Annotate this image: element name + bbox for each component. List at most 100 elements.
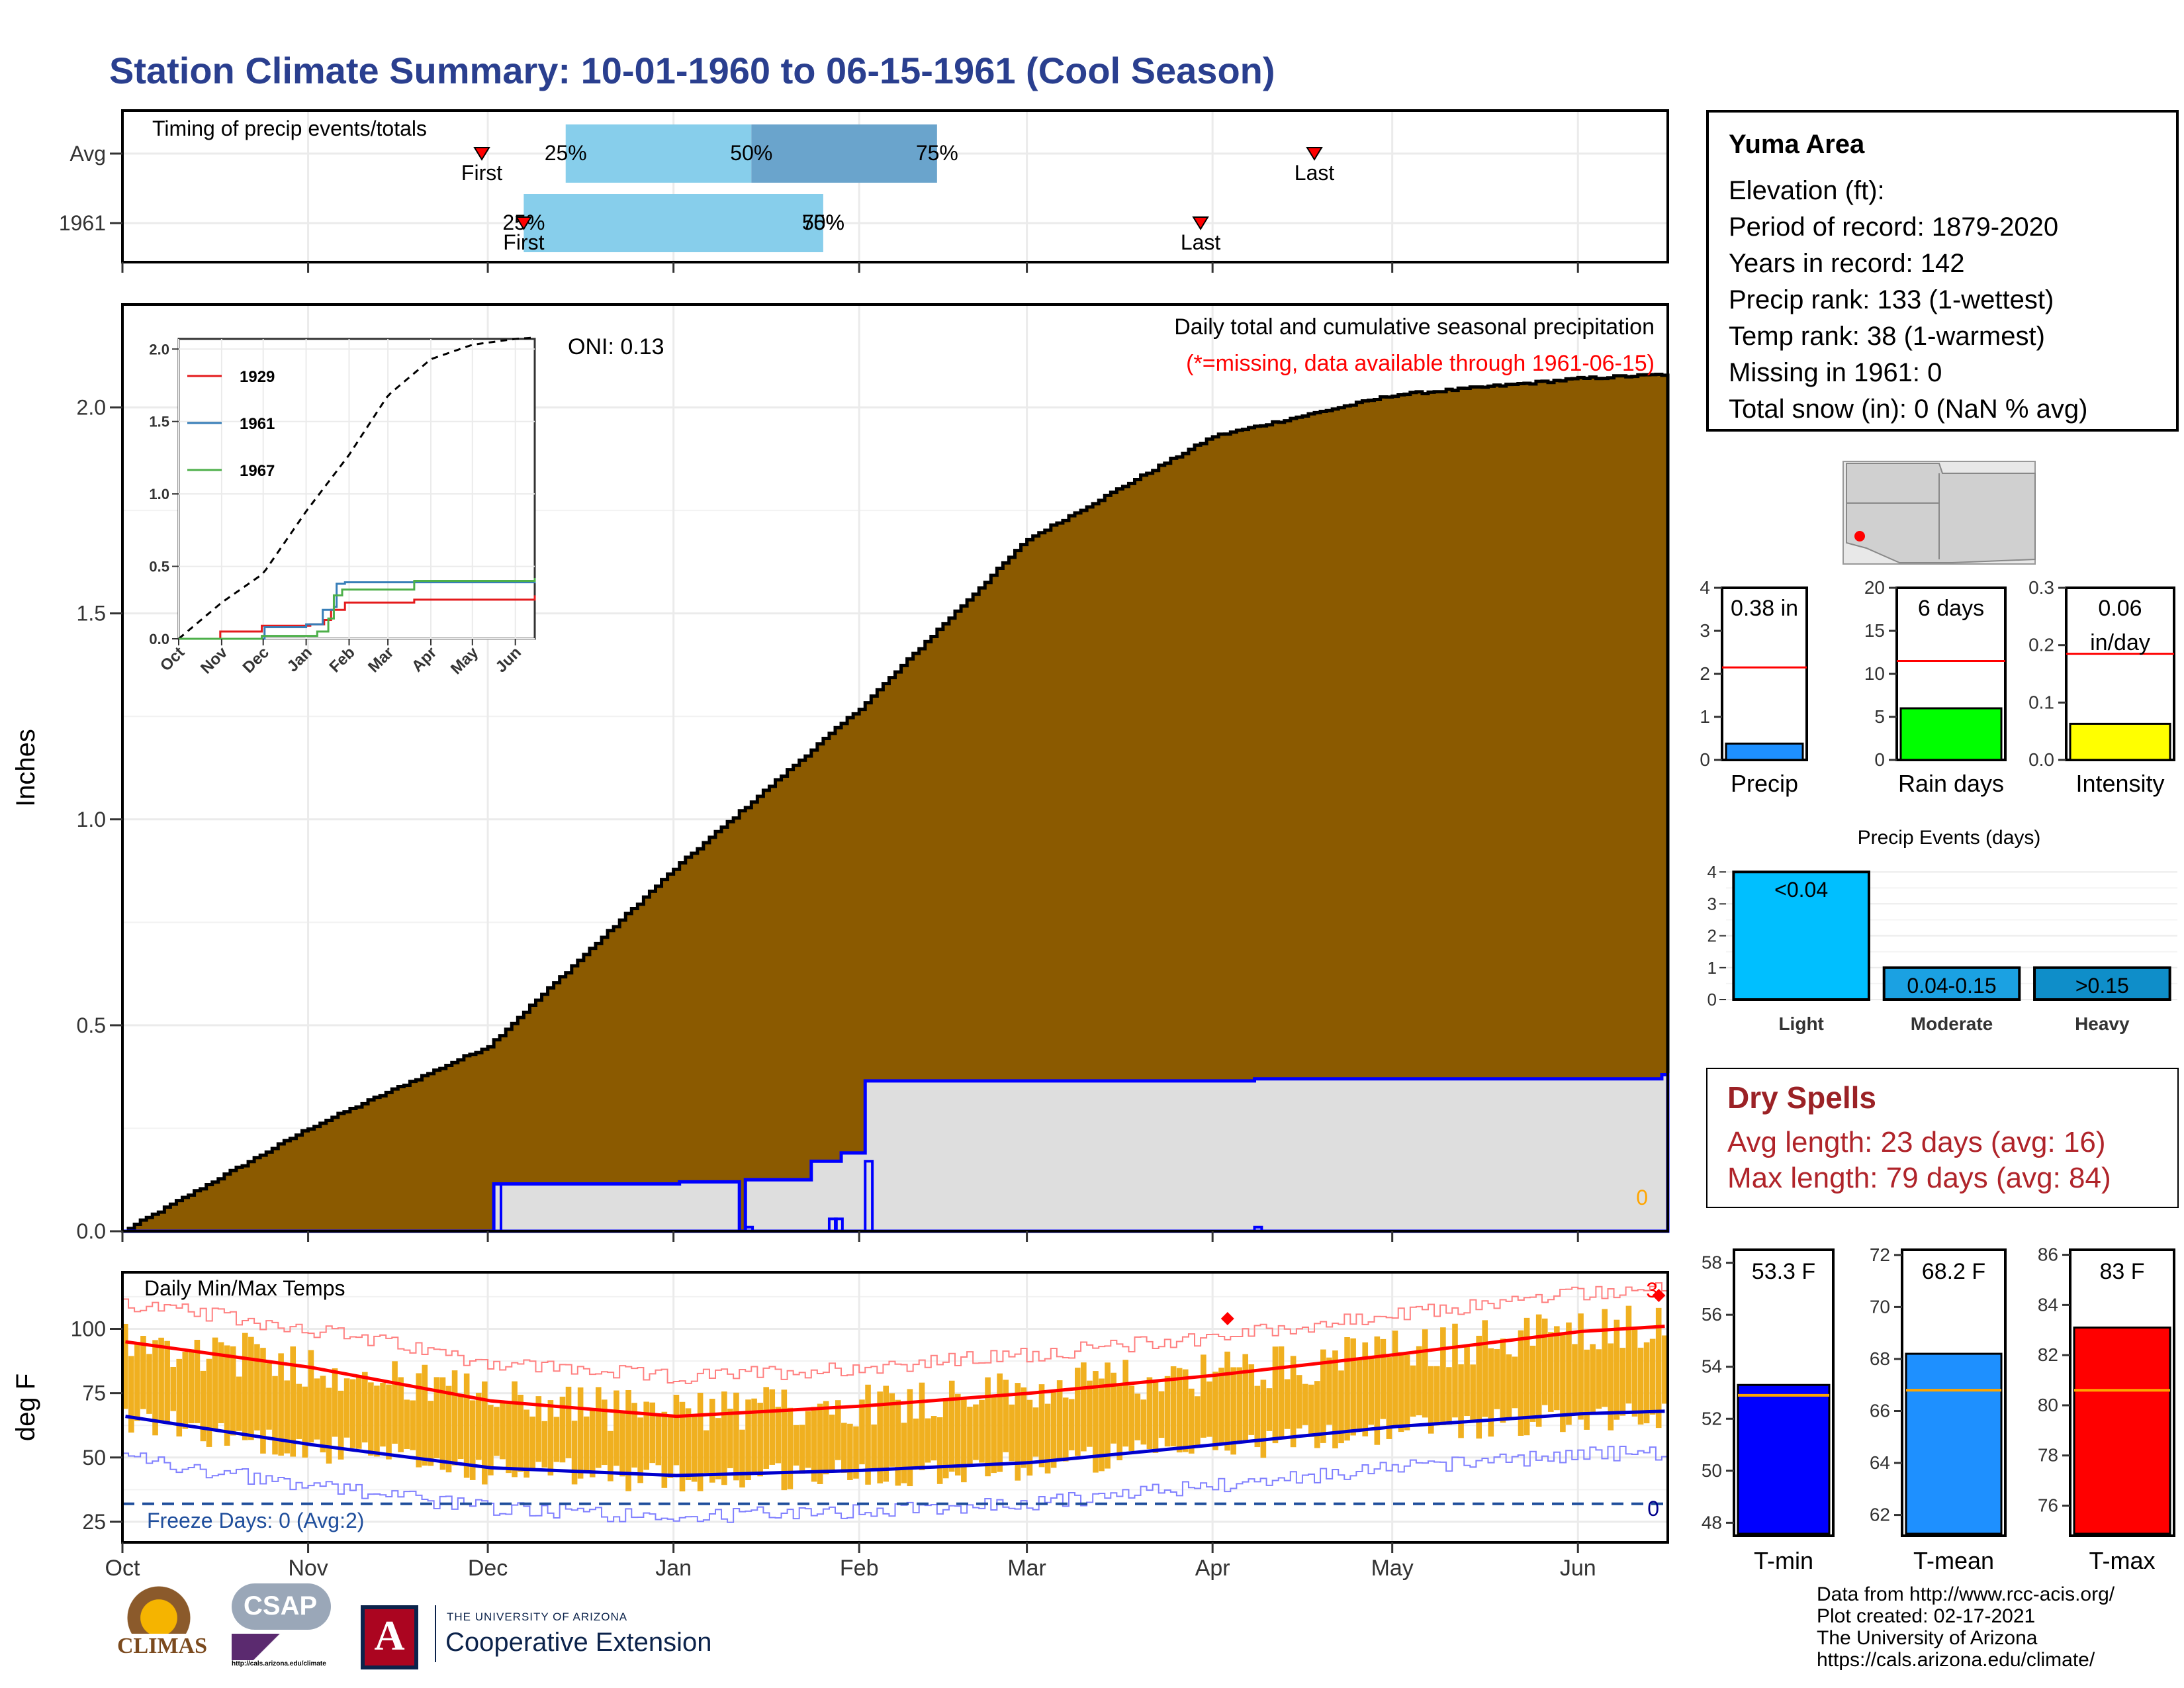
month-label: Mar xyxy=(1007,1556,1046,1581)
daily-temp-bar xyxy=(1596,1349,1602,1409)
temp-summary-y-tick-label: 68 xyxy=(1870,1348,1890,1369)
stat-value-label: 0.06 xyxy=(2098,596,2142,621)
daily-temp-bar xyxy=(541,1421,548,1468)
daily-temp-bar xyxy=(1009,1404,1015,1462)
temp-summary-y-tick-label: 82 xyxy=(2038,1344,2058,1365)
record-count: 3 xyxy=(1646,1278,1658,1302)
daily-temp-bar xyxy=(422,1364,428,1466)
daily-temp-bar xyxy=(1566,1322,1572,1425)
daily-temp-bar xyxy=(649,1402,656,1464)
daily-temp-bar xyxy=(368,1382,374,1456)
daily-temp-bar xyxy=(919,1382,925,1471)
daily-temp-bar xyxy=(386,1384,392,1460)
daily-temp-bar xyxy=(1111,1372,1116,1444)
stat-y-tick-label: 0.1 xyxy=(2028,692,2054,712)
daily-temp-bar xyxy=(895,1399,901,1486)
daily-temp-bar xyxy=(518,1394,523,1472)
daily-temp-bar xyxy=(577,1387,584,1479)
daily-temp-bar xyxy=(410,1400,416,1450)
daily-temp-bar xyxy=(1068,1399,1075,1450)
stat-y-tick-label: 0 xyxy=(1700,749,1710,770)
daily-temp-bar xyxy=(152,1340,158,1436)
event-bar-heavy xyxy=(2033,966,2171,1002)
daily-temp-bar xyxy=(457,1394,464,1460)
timing-pct-label: 50% xyxy=(730,141,772,165)
daily-temp-bar xyxy=(602,1399,608,1466)
daily-temp-bar xyxy=(140,1336,146,1409)
daily-temp-bar xyxy=(272,1376,278,1455)
daily-temp-bar xyxy=(703,1430,709,1474)
location-map xyxy=(1843,461,2036,565)
daily-temp-bar xyxy=(721,1391,727,1485)
daily-temp-bar xyxy=(1272,1346,1279,1444)
daily-temp-bar xyxy=(1308,1384,1314,1437)
stat-y-tick-label: 10 xyxy=(1864,663,1885,684)
daily-temp-bar xyxy=(1494,1349,1500,1409)
inset-legend-label: 1929 xyxy=(240,368,275,386)
stat-y-tick-label: 4 xyxy=(1700,577,1710,598)
daily-temp-bar xyxy=(709,1399,715,1483)
daily-temp-bar xyxy=(500,1403,506,1460)
csap-cloud: CSAP xyxy=(232,1583,331,1630)
inset-legend-label: 1967 xyxy=(240,462,275,480)
daily-temp-bar xyxy=(1134,1393,1141,1440)
daily-temp-bar xyxy=(194,1339,201,1423)
daily-temp-bar xyxy=(1260,1380,1267,1458)
stat-value-label: in/day xyxy=(2090,630,2150,655)
temp-y-tick-label: 25 xyxy=(82,1510,106,1534)
stat-axis-label: Precip xyxy=(1731,770,1798,797)
daily-temp-bar xyxy=(925,1418,931,1463)
temp-summary-y-tick-label: 62 xyxy=(1870,1505,1890,1525)
daily-temp-bar xyxy=(1170,1366,1177,1446)
daily-temp-bar xyxy=(1541,1318,1548,1405)
page-title: Station Climate Summary: 10-01-1960 to 0… xyxy=(109,50,1275,91)
daily-temp-bar xyxy=(757,1403,763,1477)
daily-temp-bar xyxy=(793,1425,799,1466)
climas-emblem xyxy=(122,1581,195,1634)
daily-temp-bar xyxy=(416,1373,422,1468)
inset-y-tick-label: 0.5 xyxy=(149,559,169,575)
daily-temp-bar xyxy=(829,1415,835,1472)
daily-temp-bar xyxy=(1410,1365,1416,1417)
daily-temp-bar xyxy=(1614,1319,1620,1420)
temp-summary-value-label: 68.2 F xyxy=(1922,1259,1985,1284)
temp-panel: Daily Min/Max Temps Freeze Days: 0 (Avg:… xyxy=(11,1271,1669,1581)
climas-logo: CLIMAS xyxy=(109,1581,215,1673)
daily-temp-bar xyxy=(1649,1338,1656,1415)
timing-pct-label: 75% xyxy=(916,141,958,165)
temp-summary-y-tick-label: 50 xyxy=(1702,1460,1722,1481)
daily-temp-bar xyxy=(1032,1407,1039,1457)
inset-y-tick-label: 1.0 xyxy=(149,486,169,502)
freeze-label: Freeze Days: 0 (Avg:2) xyxy=(147,1509,364,1532)
daily-temp-bar xyxy=(1380,1338,1387,1419)
daily-temp-bar xyxy=(1637,1347,1644,1425)
daily-temp-bar xyxy=(1386,1357,1392,1439)
csap-url: http://cals.arizona.edu/climate xyxy=(232,1660,326,1667)
daily-temp-bar xyxy=(1044,1403,1051,1474)
event-category-label: Moderate xyxy=(1911,1013,1993,1034)
daily-temp-bar xyxy=(608,1430,614,1481)
event-bar-label: <0.04 xyxy=(1774,878,1828,902)
stat-frame xyxy=(1721,586,1808,761)
daily-temp-bar xyxy=(835,1400,841,1460)
inset-legend-label: 1961 xyxy=(240,415,275,433)
dry-spells-box: Dry Spells Avg length: 23 days (avg: 16)… xyxy=(1706,1068,2179,1208)
daily-temp-bar xyxy=(284,1380,290,1454)
daily-temp-bar xyxy=(1201,1354,1206,1438)
avg-max-temp-line xyxy=(125,1325,1665,1419)
timing-marker-icon xyxy=(1306,147,1323,161)
daily-temp-bar xyxy=(1056,1380,1063,1460)
daily-temp-bar xyxy=(164,1340,170,1424)
month-label: Oct xyxy=(105,1556,140,1581)
timing-pct-label: 50% xyxy=(802,211,844,234)
event-bar-moderate xyxy=(1882,966,2021,1002)
daily-temp-bar xyxy=(338,1390,344,1460)
daily-temp-bar xyxy=(475,1393,482,1460)
daily-temp-bar xyxy=(200,1370,206,1442)
daily-temp-bar xyxy=(170,1366,177,1411)
inset-y-tick-label: 2.0 xyxy=(149,341,169,357)
record-low-line xyxy=(122,1446,1668,1523)
footer-university: The University of Arizona xyxy=(1817,1627,2038,1649)
daily-temp-bar xyxy=(787,1407,794,1489)
